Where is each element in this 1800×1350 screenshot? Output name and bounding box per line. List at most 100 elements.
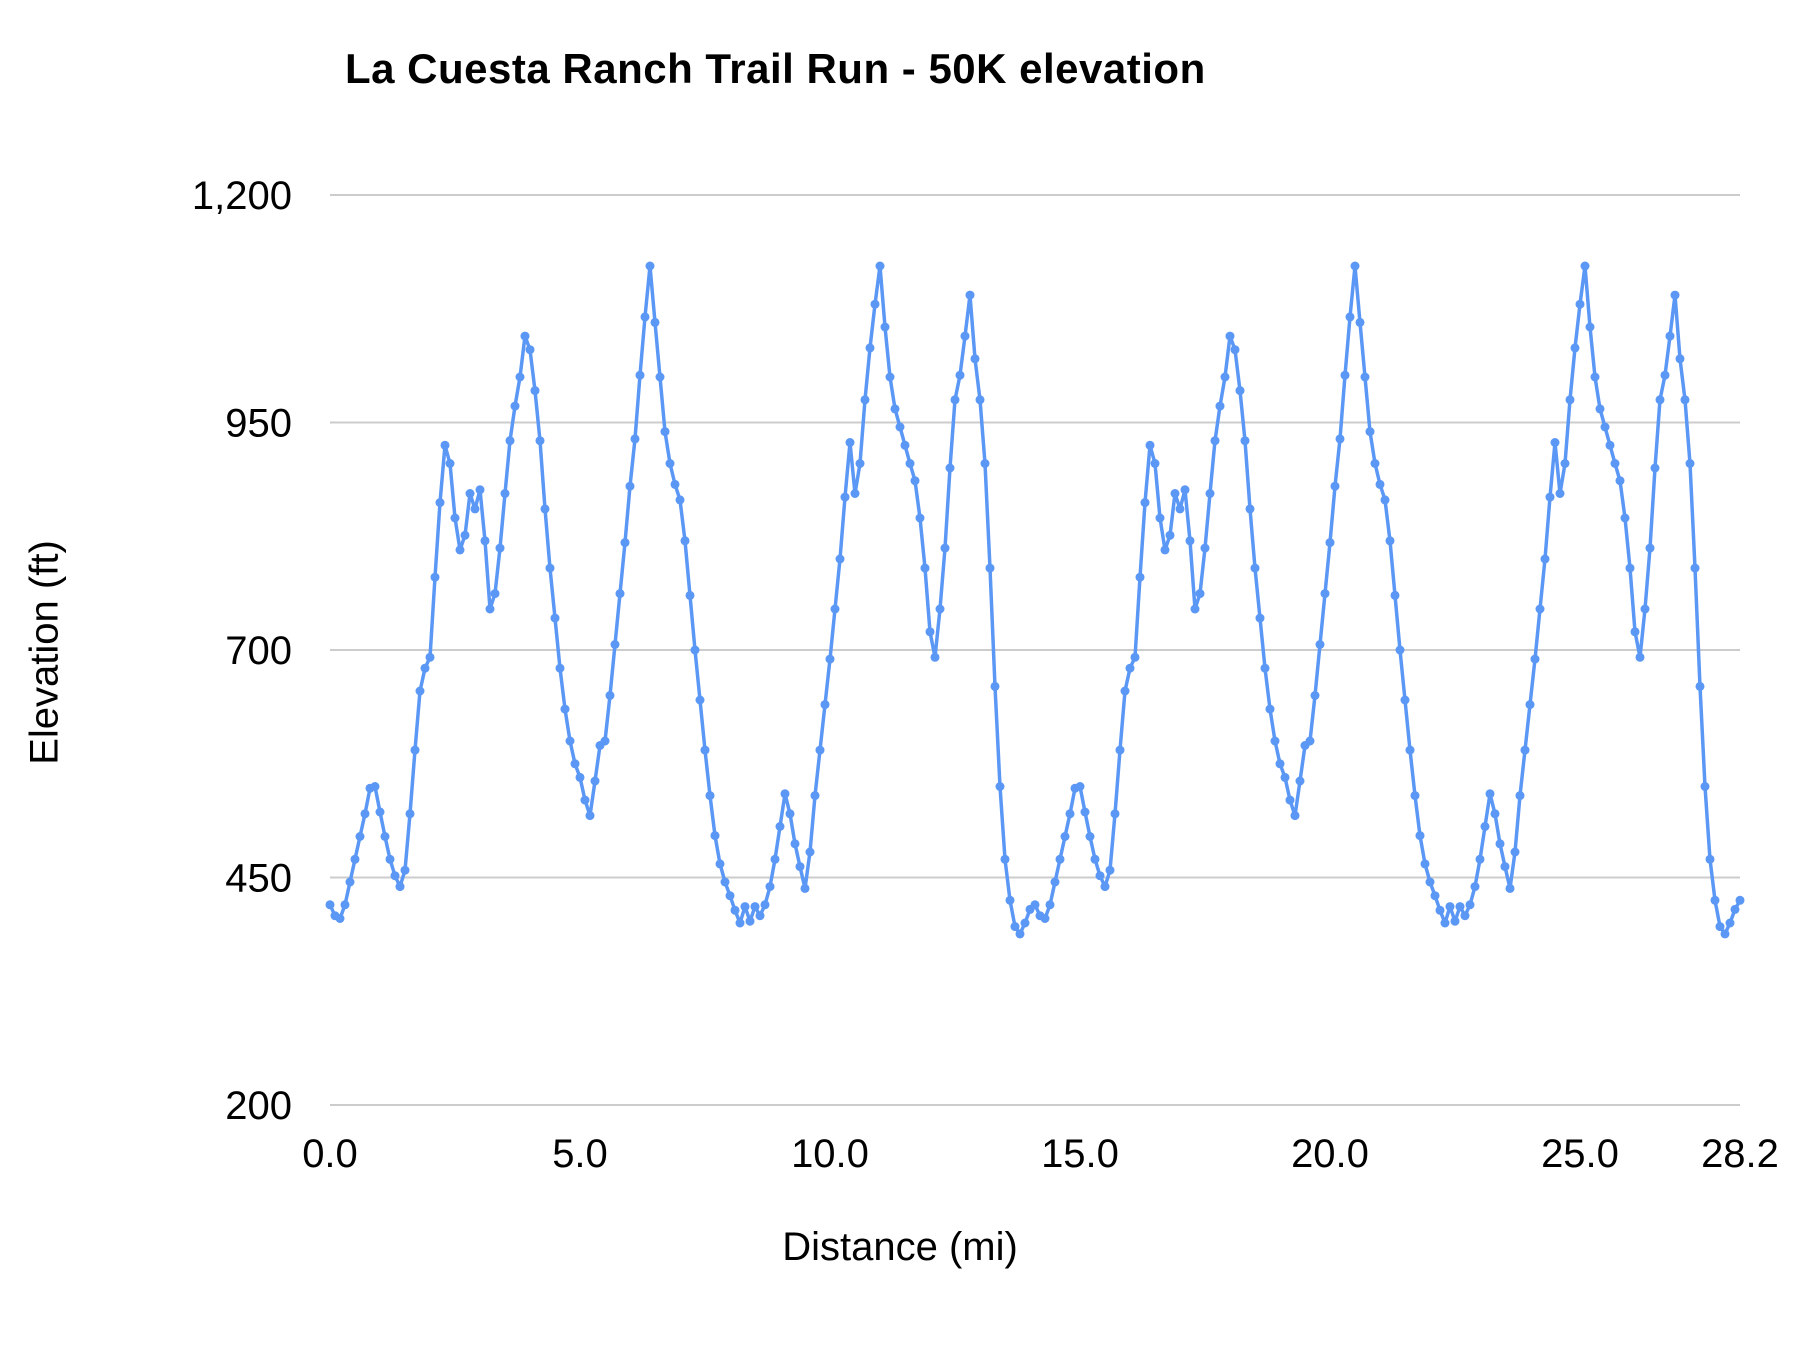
x-tick-label: 15.0 xyxy=(1041,1132,1119,1176)
data-point xyxy=(1430,891,1440,901)
x-tick-label: 20.0 xyxy=(1291,1132,1369,1176)
data-point xyxy=(445,459,455,468)
data-point xyxy=(1350,261,1360,271)
data-point xyxy=(1650,463,1660,473)
data-point xyxy=(1580,261,1590,271)
data-point xyxy=(1275,759,1285,769)
data-point xyxy=(1465,900,1475,910)
data-point xyxy=(1475,854,1485,864)
data-point xyxy=(1145,440,1155,450)
y-tick-labels: 200 450 700 950 1,200 xyxy=(192,174,292,1128)
data-point xyxy=(850,489,860,498)
data-point xyxy=(1540,554,1550,564)
data-point xyxy=(1180,485,1190,495)
data-point xyxy=(835,554,845,564)
data-point xyxy=(605,691,615,700)
data-point xyxy=(1630,627,1640,637)
y-axis-label: Elevation (ft) xyxy=(22,540,67,765)
chart-title: La Cuesta Ranch Trail Run - 50K elevatio… xyxy=(345,45,1206,92)
data-point xyxy=(620,538,630,548)
data-point xyxy=(570,759,580,769)
data-point xyxy=(1595,404,1605,414)
data-point xyxy=(1135,572,1145,582)
data-point xyxy=(1600,422,1610,432)
data-point xyxy=(920,563,930,573)
data-point xyxy=(1560,459,1570,468)
data-point xyxy=(1170,489,1180,498)
data-point xyxy=(535,436,545,446)
data-point xyxy=(820,700,830,710)
data-point xyxy=(1110,809,1120,819)
data-point xyxy=(435,498,445,508)
data-point xyxy=(1270,736,1280,746)
data-point xyxy=(1690,563,1700,573)
data-point xyxy=(1260,663,1270,673)
data-point xyxy=(685,590,695,600)
data-point xyxy=(470,504,480,514)
data-point xyxy=(480,536,490,546)
data-point xyxy=(475,485,485,495)
data-point xyxy=(615,589,625,599)
data-point xyxy=(930,652,940,662)
data-point xyxy=(810,791,820,801)
data-point xyxy=(720,877,730,887)
data-point xyxy=(905,459,915,468)
data-point xyxy=(1325,538,1335,548)
data-point xyxy=(1305,736,1315,746)
y-tick-label: 950 xyxy=(225,402,292,446)
data-point xyxy=(1140,498,1150,508)
data-point xyxy=(335,914,345,923)
data-point xyxy=(1660,370,1670,380)
data-point xyxy=(1445,902,1455,912)
data-point xyxy=(1420,859,1430,869)
data-point xyxy=(1010,922,1020,932)
data-point xyxy=(1455,902,1465,912)
data-point xyxy=(1380,495,1390,505)
data-point xyxy=(1215,401,1225,411)
data-point xyxy=(1265,704,1275,714)
data-point xyxy=(915,513,925,523)
data-point xyxy=(440,440,450,450)
elevation-line xyxy=(328,264,1742,936)
data-point xyxy=(745,916,755,926)
data-point xyxy=(815,745,825,755)
data-point xyxy=(1405,745,1415,755)
data-point xyxy=(715,859,725,869)
data-point xyxy=(1435,905,1445,915)
data-point xyxy=(575,772,585,782)
gridlines xyxy=(330,194,1740,1106)
data-point xyxy=(1735,895,1745,905)
data-point xyxy=(1255,613,1265,623)
data-point xyxy=(1400,695,1410,705)
data-point xyxy=(1310,691,1320,700)
data-point xyxy=(1015,929,1025,939)
data-point xyxy=(1100,882,1110,892)
data-point xyxy=(1390,590,1400,600)
y-tick-label: 450 xyxy=(225,857,292,901)
data-point xyxy=(700,745,710,755)
data-point xyxy=(695,695,705,705)
data-point xyxy=(370,782,380,791)
data-point xyxy=(350,854,360,864)
data-point xyxy=(415,686,425,696)
data-point xyxy=(1295,776,1305,786)
data-point xyxy=(1040,914,1050,923)
data-point xyxy=(585,811,595,821)
data-point xyxy=(1490,809,1500,819)
data-point xyxy=(560,704,570,714)
data-point xyxy=(970,354,980,364)
data-point xyxy=(1470,882,1480,892)
data-point xyxy=(580,795,590,805)
data-point xyxy=(940,543,950,553)
data-point xyxy=(610,640,620,649)
data-point xyxy=(1050,877,1060,887)
data-point xyxy=(1190,604,1200,614)
data-point xyxy=(380,832,390,841)
data-point xyxy=(1450,916,1460,926)
data-point xyxy=(520,331,530,341)
data-point xyxy=(1290,811,1300,821)
data-point xyxy=(1365,427,1375,437)
data-point xyxy=(1695,681,1705,691)
data-point xyxy=(840,492,850,502)
data-point xyxy=(1605,440,1615,450)
